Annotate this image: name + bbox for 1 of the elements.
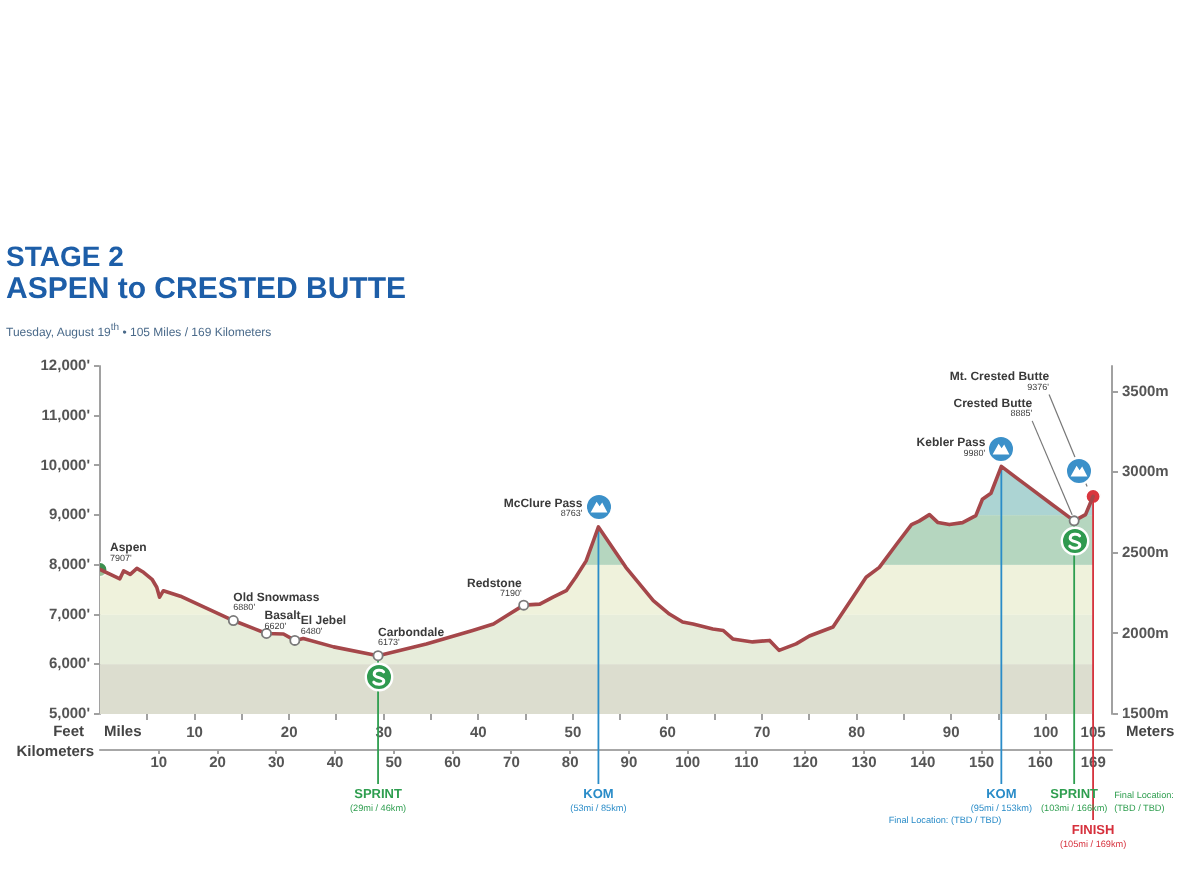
chart-title: STAGE 2 ASPEN to CRESTED BUTTE (6, 240, 407, 307)
